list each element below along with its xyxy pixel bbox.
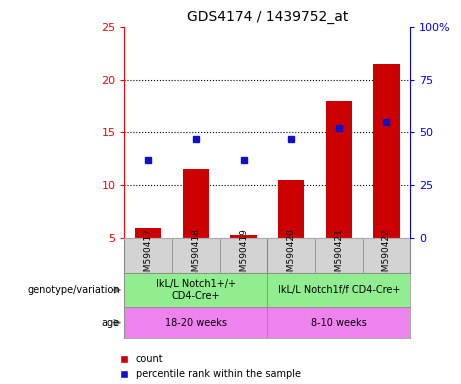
Bar: [267, 238, 315, 273]
Text: age: age: [102, 318, 120, 328]
Text: genotype/variation: genotype/variation: [27, 285, 120, 295]
Legend: count, percentile rank within the sample: count, percentile rank within the sample: [120, 354, 301, 379]
Bar: [373, 64, 400, 238]
Title: GDS4174 / 1439752_at: GDS4174 / 1439752_at: [187, 10, 348, 25]
Text: GSM590421: GSM590421: [334, 228, 343, 283]
Text: GSM590422: GSM590422: [382, 228, 391, 283]
Bar: [124, 273, 267, 307]
Text: GSM590420: GSM590420: [287, 228, 296, 283]
Bar: [124, 307, 267, 338]
Bar: [267, 307, 410, 338]
Text: GSM590419: GSM590419: [239, 228, 248, 283]
Bar: [326, 101, 352, 238]
Bar: [363, 238, 410, 273]
Bar: [135, 227, 161, 238]
Text: 18-20 weeks: 18-20 weeks: [165, 318, 227, 328]
Bar: [278, 180, 304, 238]
Bar: [220, 238, 267, 273]
Bar: [267, 273, 410, 307]
Text: GSM590417: GSM590417: [144, 228, 153, 283]
Text: IkL/L Notch1+/+
CD4-Cre+: IkL/L Notch1+/+ CD4-Cre+: [156, 279, 236, 301]
Bar: [172, 238, 220, 273]
Bar: [230, 235, 257, 238]
Bar: [124, 238, 172, 273]
Text: 8-10 weeks: 8-10 weeks: [311, 318, 366, 328]
Bar: [315, 238, 363, 273]
Bar: [183, 169, 209, 238]
Text: IkL/L Notch1f/f CD4-Cre+: IkL/L Notch1f/f CD4-Cre+: [278, 285, 400, 295]
Text: GSM590418: GSM590418: [191, 228, 201, 283]
